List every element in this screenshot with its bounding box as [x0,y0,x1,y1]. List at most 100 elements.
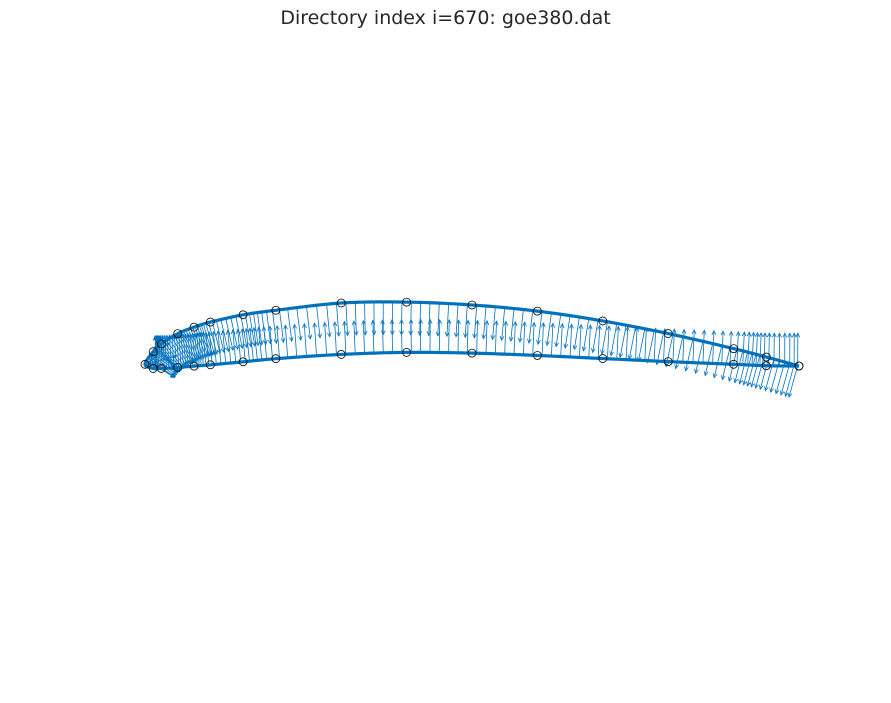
normal-arrow [207,331,213,365]
normal-arrow [248,327,254,361]
normal-arrow [240,328,246,362]
normal-arrow [701,329,707,364]
normal-arrow [283,324,289,358]
normal-arrow [569,323,574,357]
normal-arrow [746,331,752,365]
normal-arrow [370,319,376,354]
normal-arrow [316,305,322,339]
coordinate-marker [598,354,608,363]
normal-arrow [203,331,210,366]
normal-arrow [322,321,328,356]
normal-arrow [587,324,593,358]
normal-arrow [597,324,602,359]
normal-arrow [296,307,303,341]
coordinate-marker [729,359,738,369]
normal-arrow [712,345,723,379]
normal-arrow [634,326,640,361]
coordinate-marker [794,361,804,371]
normal-arrow [522,321,527,355]
normal-arrow [156,334,162,369]
normal-arrow [380,319,385,353]
normal-arrow [703,343,714,377]
normal-arrow [779,363,791,396]
normal-arrow [606,325,612,359]
coordinate-marker [238,357,248,367]
normal-arrow [625,326,630,360]
normal-arrow [456,319,461,353]
normal-arrow [694,341,704,375]
coordinate-marker [271,354,281,364]
normal-arrow [609,323,618,357]
normal-arrow [453,304,459,338]
normal-arrow [517,309,524,343]
normal-arrow [746,354,757,387]
coordinate-marker [533,306,542,316]
normal-arrow [230,329,237,363]
coordinate-marker [533,351,542,360]
coordinate-marker [336,350,346,359]
normal-arrow [444,303,450,338]
normal-arrow [627,326,636,360]
normal-arrow [754,356,765,389]
normal-arrow [490,306,496,341]
coordinate-marker [761,361,771,371]
normal-arrow [361,319,366,354]
normal-arrow [540,322,546,356]
normal-arrow [787,332,793,366]
normal-arrow [446,319,452,353]
normal-arrow [484,319,490,354]
normal-arrow [225,329,232,364]
normal-arrow [738,351,749,385]
normal-arrow [417,302,423,337]
coordinate-marker [238,310,248,320]
coordinate-marker [761,352,771,362]
normal-arrow [475,319,480,354]
coordinate-marker [156,364,166,373]
normal-arrow [550,322,556,357]
normal-arrow [256,326,263,360]
normal-arrow [215,320,226,354]
normal-arrow [751,331,756,366]
normal-arrow [399,318,404,353]
normal-arrow [559,322,565,357]
normal-arrow [158,334,164,369]
normal-arrow [554,314,562,348]
normal-arrow [287,308,294,343]
normal-arrow [581,318,590,352]
normal-arrow [252,326,258,361]
normal-arrow [215,330,222,364]
normal-arrow [463,304,468,339]
normal-arrow [235,328,242,363]
normal-arrow [240,315,249,349]
normal-arrow [275,324,280,359]
normal-arrow [499,307,506,342]
coordinate-markers [140,297,804,373]
normal-arrow [220,329,227,364]
normal-arrow [733,350,744,384]
normal-arrow [332,321,338,355]
normal-arrow [674,336,684,370]
coordinate-marker [271,305,281,315]
normal-arrow [691,329,697,363]
normal-arrow [345,302,350,337]
normal-arrow [600,321,608,355]
normal-arrow [684,338,694,372]
normal-arrow [636,328,646,362]
coordinate-marker [148,347,158,357]
normal-arrow [758,357,770,391]
coordinate-marker [402,347,412,357]
normal-arrow [618,325,627,359]
coordinate-marker [173,329,183,339]
normal-arrow [194,332,200,366]
coordinate-marker [189,361,199,371]
airfoil-curve [143,300,800,371]
normal-arrow [545,312,552,347]
normal-arrow [261,325,268,360]
normal-arrow [351,320,357,354]
normal-arrow [389,319,395,353]
normal-arrow [380,301,386,336]
normal-arrow [408,318,414,353]
normal-arrow [572,317,580,351]
normal-arrow [681,328,687,363]
